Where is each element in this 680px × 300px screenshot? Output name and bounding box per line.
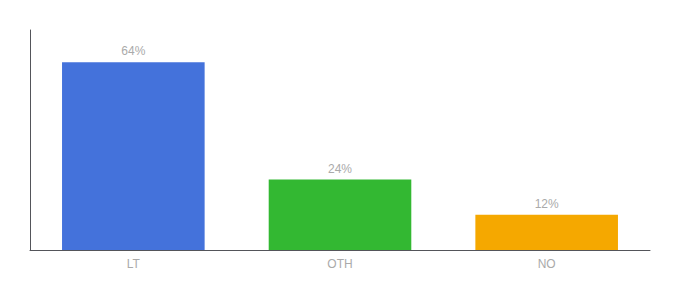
svg-text:24%: 24%: [328, 162, 352, 176]
svg-text:OTH: OTH: [327, 257, 352, 271]
svg-text:LT: LT: [127, 257, 141, 271]
svg-text:64%: 64%: [121, 44, 145, 58]
svg-text:12%: 12%: [535, 197, 559, 211]
svg-text:NO: NO: [538, 257, 556, 271]
